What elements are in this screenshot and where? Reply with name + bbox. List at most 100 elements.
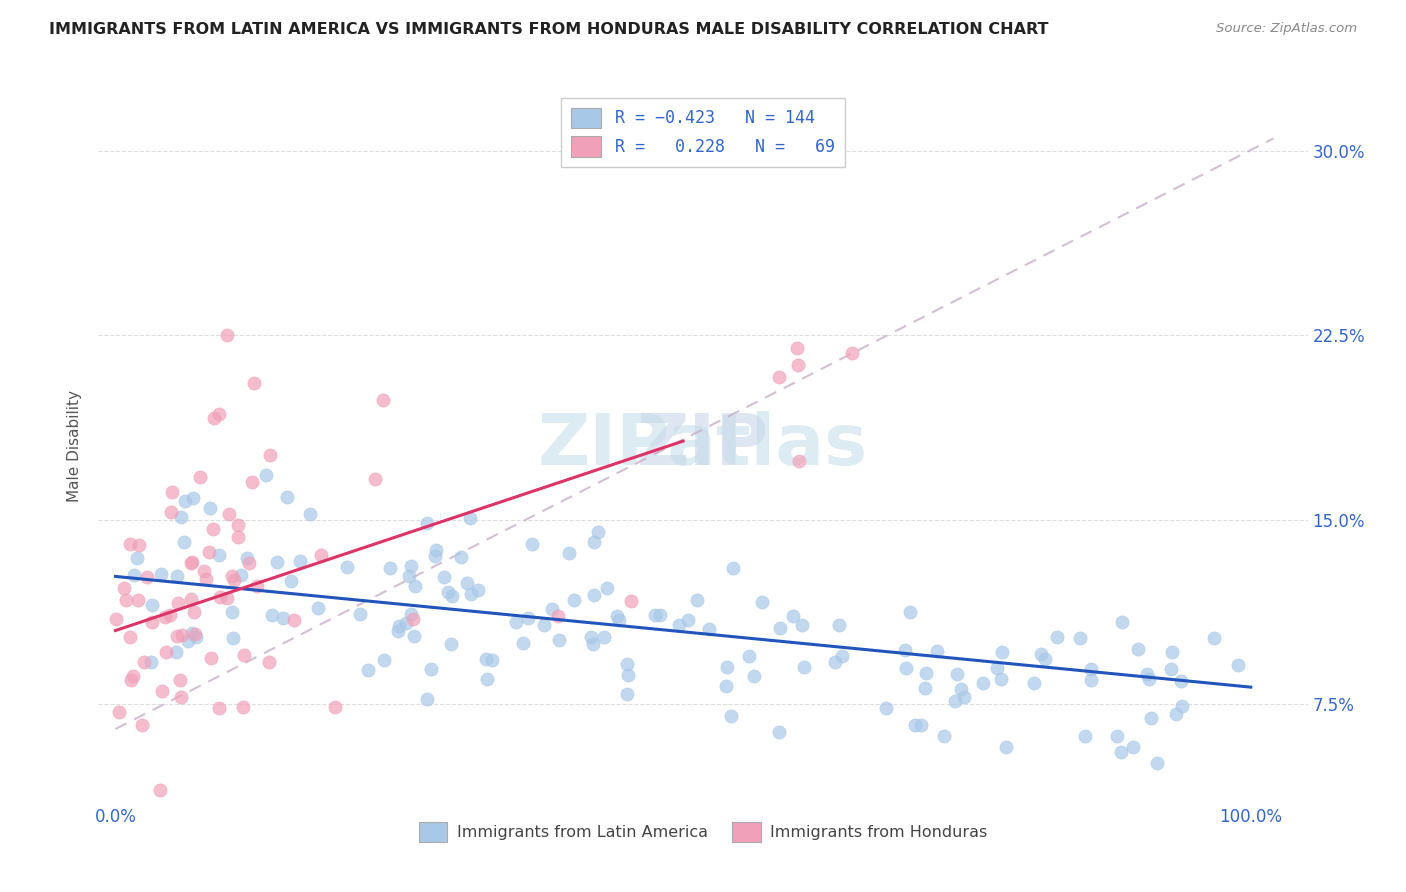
Point [120,673,142,687]
Point [699,622,721,636]
Point [593,630,616,644]
Point [221,605,243,619]
Point [193,564,215,578]
Point [373,653,395,667]
Point [260,608,283,623]
Point [309,548,332,562]
Point [945,667,967,681]
Point [115,593,138,607]
Point [558,546,581,560]
Point [364,472,387,486]
Point [276,490,298,504]
Point [995,740,1018,755]
Point [437,585,460,599]
Point [1137,672,1160,686]
Point [824,655,846,669]
Point [209,590,232,604]
Point [141,615,163,629]
Point [233,648,256,662]
Point [581,630,603,644]
Point [198,501,221,516]
Point [257,655,280,669]
Point [169,673,191,687]
Point [180,592,202,607]
Point [280,574,302,588]
Point [547,609,569,624]
Point [586,525,609,540]
Point [124,567,146,582]
Text: ZIPatlas: ZIPatlas [538,411,868,481]
Point [165,644,187,658]
Point [183,605,205,619]
Point [1024,676,1046,690]
Point [170,690,193,705]
Point [520,536,543,550]
Point [1171,698,1194,713]
Point [149,783,172,797]
Point [159,608,181,623]
Point [271,611,294,625]
Point [184,630,207,644]
Point [202,411,225,425]
Point [668,617,690,632]
Point [720,708,742,723]
Point [231,568,253,582]
Point [371,393,394,408]
Point [481,653,503,667]
Point [1033,652,1056,666]
Point [582,588,605,602]
Point [609,613,631,627]
Point [596,581,619,595]
Point [742,668,765,682]
Point [141,598,163,612]
Point [541,602,564,616]
Point [1046,630,1069,644]
Point [425,549,447,564]
Point [181,626,204,640]
Point [404,579,426,593]
Point [914,665,936,680]
Point [416,516,439,530]
Point [1170,673,1192,688]
Point [617,668,640,682]
Point [648,607,671,622]
Point [533,618,555,632]
Point [198,545,221,559]
Point [401,607,423,622]
Point [399,559,422,574]
Point [238,556,260,570]
Point [226,517,249,532]
Point [121,668,143,682]
Point [1109,745,1132,759]
Point [456,575,478,590]
Point [217,591,239,605]
Point [232,700,254,714]
Point [184,627,207,641]
Point [721,560,744,574]
Point [299,507,322,521]
Point [420,662,443,676]
Point [1126,642,1149,657]
Point [160,505,183,519]
Point [616,657,638,671]
Point [676,613,699,627]
Point [401,612,423,626]
Point [1111,615,1133,630]
Point [120,537,142,551]
Point [173,535,195,549]
Point [188,470,211,484]
Point [425,542,447,557]
Point [787,454,810,468]
Point [132,655,155,669]
Point [1226,658,1249,673]
Point [898,605,921,619]
Point [950,682,973,697]
Point [582,535,605,549]
Point [246,579,269,593]
Point [398,569,420,583]
Point [793,659,815,673]
Point [1161,645,1184,659]
Y-axis label: Male Disability: Male Disability [67,390,83,502]
Point [738,649,761,664]
Point [226,530,249,544]
